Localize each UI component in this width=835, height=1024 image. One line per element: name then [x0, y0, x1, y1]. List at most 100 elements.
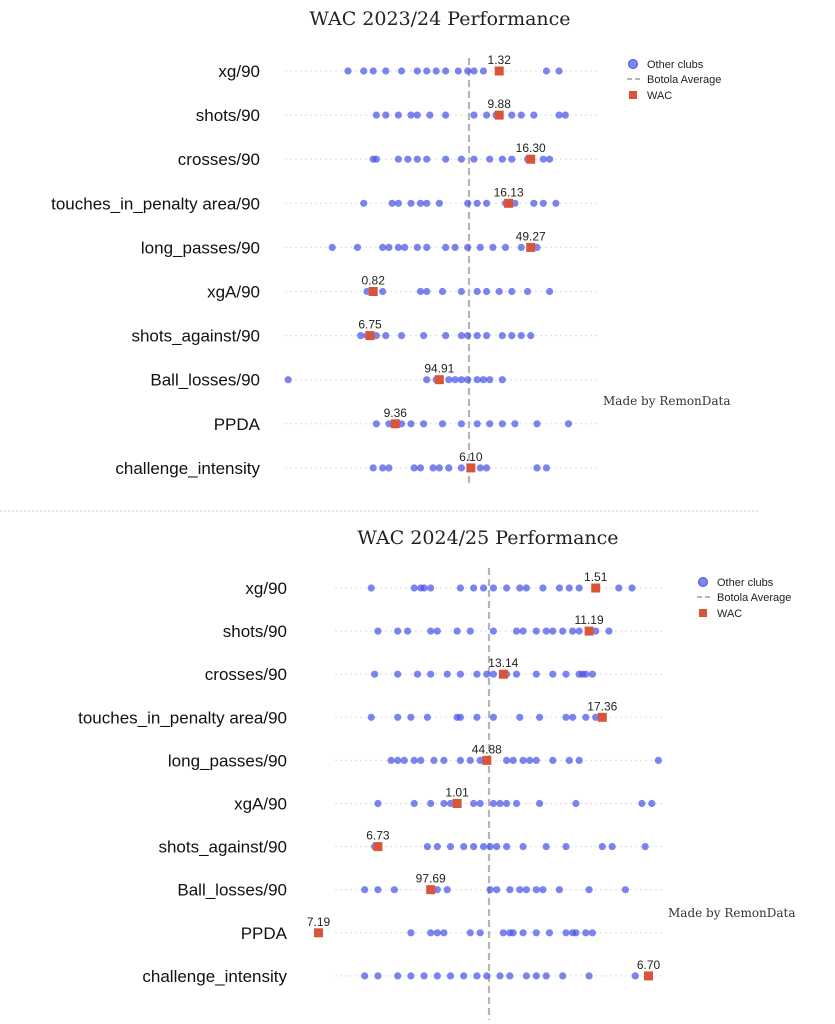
- other-club-point: [407, 111, 415, 119]
- other-club-point: [511, 420, 519, 428]
- wac-point: [365, 331, 375, 341]
- other-club-point: [564, 420, 573, 428]
- other-club-point: [565, 584, 573, 592]
- other-club-point: [429, 464, 437, 472]
- other-club-point: [440, 929, 448, 937]
- other-club-point: [443, 886, 451, 894]
- wac-point: [494, 110, 504, 120]
- other-club-point: [523, 287, 532, 296]
- legend-botola-average: Botola Average: [647, 74, 721, 86]
- other-club-point: [549, 756, 557, 765]
- other-club-point: [493, 886, 501, 894]
- other-club-point: [572, 799, 580, 808]
- credit-text: Made by RemonData: [603, 394, 731, 408]
- other-club-point: [526, 756, 534, 765]
- other-club-point: [369, 464, 377, 472]
- wac-point: [504, 198, 514, 208]
- other-club-point: [530, 199, 538, 207]
- wac-point: [466, 463, 476, 473]
- other-club-point: [536, 713, 544, 721]
- other-club-point: [440, 799, 448, 808]
- other-club-point: [466, 929, 474, 937]
- other-club-point: [372, 155, 380, 163]
- other-club-point: [456, 670, 464, 678]
- other-club-point: [532, 929, 540, 937]
- other-club-point: [438, 420, 447, 428]
- other-club-point: [413, 111, 421, 119]
- other-club-point: [562, 929, 570, 937]
- other-club-point: [427, 670, 435, 678]
- other-club-point: [519, 929, 527, 937]
- wac-value-label: 13.14: [488, 656, 518, 670]
- other-club-point: [397, 67, 406, 75]
- other-club-point: [562, 713, 570, 721]
- other-club-point: [470, 67, 478, 75]
- other-club-point: [360, 67, 368, 75]
- other-club-point: [542, 843, 550, 851]
- other-club-point: [379, 464, 387, 472]
- other-club-point: [374, 886, 382, 894]
- other-club-point: [532, 886, 540, 894]
- category-label: PPDA: [214, 415, 261, 434]
- other-club-point: [427, 799, 435, 808]
- other-club-point: [519, 756, 527, 765]
- other-club-point: [533, 420, 541, 428]
- other-club-point: [442, 111, 450, 119]
- other-club-point: [508, 155, 516, 163]
- other-club-point: [508, 332, 516, 340]
- other-club-point: [416, 199, 425, 207]
- other-club-point: [496, 972, 504, 980]
- other-club-point: [394, 670, 402, 678]
- other-club-point: [457, 420, 465, 428]
- other-club-point: [546, 155, 554, 163]
- other-club-point: [460, 843, 468, 851]
- other-club-point: [569, 627, 577, 635]
- other-club-point: [483, 199, 491, 207]
- other-club-point: [522, 584, 531, 592]
- other-club-point: [328, 243, 336, 251]
- legend-botola-average: Botola Average: [717, 592, 791, 604]
- other-club-point: [394, 155, 402, 163]
- other-club-point: [442, 155, 450, 163]
- other-club-point: [498, 420, 506, 428]
- other-club-point: [532, 670, 540, 678]
- other-club-point: [516, 886, 524, 894]
- other-club-point: [394, 243, 402, 251]
- other-club-point: [559, 972, 567, 980]
- legend-other-clubs: Other clubs: [717, 577, 774, 589]
- other-club-point: [476, 243, 484, 251]
- other-club-point: [400, 756, 408, 765]
- other-club-point: [423, 287, 431, 296]
- other-club-point: [353, 243, 362, 251]
- wac-value-label: 7.19: [307, 915, 331, 929]
- category-label: Ball_losses/90: [177, 881, 287, 900]
- other-club-point: [470, 799, 478, 808]
- other-club-point: [542, 972, 550, 980]
- other-club-point: [522, 886, 531, 894]
- wac-point: [584, 626, 594, 636]
- other-club-point: [486, 886, 494, 894]
- other-club-point: [470, 584, 478, 592]
- other-club-point: [522, 972, 531, 980]
- other-club-point: [374, 799, 382, 808]
- other-club-point: [536, 799, 544, 808]
- legend-other-clubs-marker: [698, 577, 708, 587]
- legend-wac: WAC: [717, 608, 742, 620]
- category-label: shots/90: [196, 106, 260, 125]
- other-club-point: [417, 756, 425, 765]
- other-club-point: [435, 464, 443, 472]
- other-club-point: [427, 584, 435, 592]
- other-club-point: [413, 670, 422, 678]
- other-club-point: [498, 155, 506, 163]
- wac-value-label: 16.13: [494, 185, 524, 199]
- other-club-point: [473, 713, 481, 721]
- other-club-point: [438, 287, 447, 296]
- category-label: challenge_intensity: [142, 967, 287, 986]
- wac-value-label: 6.73: [366, 829, 390, 843]
- other-club-point: [519, 627, 527, 635]
- other-club-point: [382, 111, 390, 119]
- other-club-point: [367, 584, 375, 592]
- other-club-point: [457, 287, 465, 296]
- other-club-point: [284, 376, 292, 384]
- other-club-point: [344, 67, 352, 75]
